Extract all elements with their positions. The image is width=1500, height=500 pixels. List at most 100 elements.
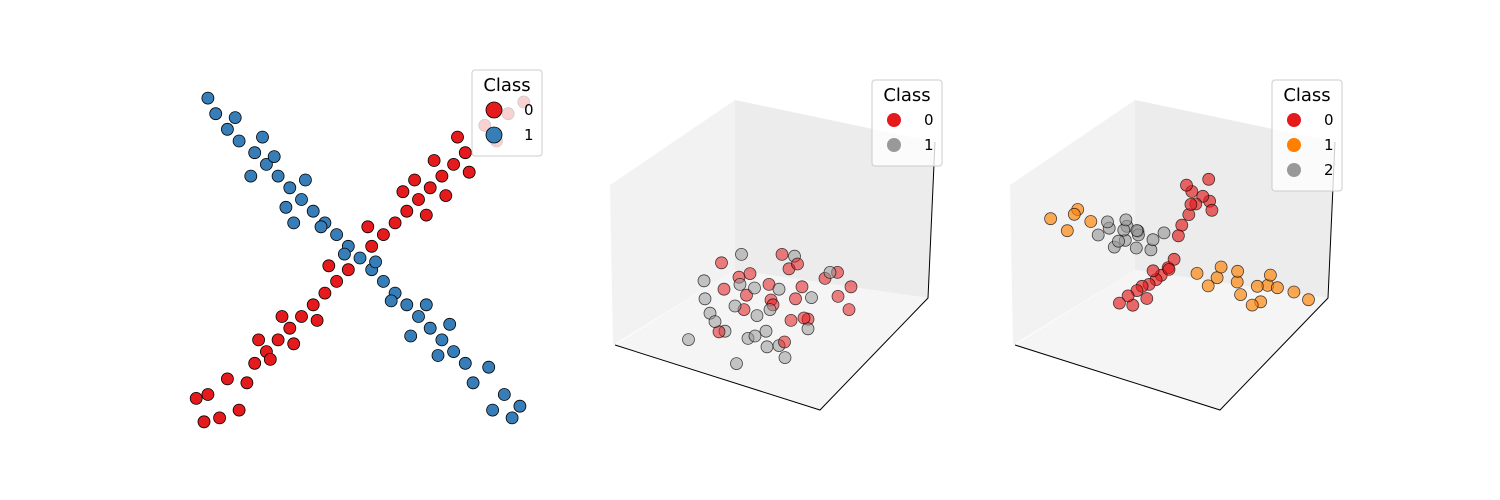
point-class-0-21 [462,165,476,179]
point-class-0-1 [447,157,461,171]
point-class-2-12 [1101,215,1114,229]
point-class-0-15 [271,333,285,347]
point-class-1-20 [735,247,748,261]
point-class-0-37 [310,313,324,327]
point-class-1-42 [404,329,418,343]
point-class-1-39 [369,255,383,269]
point-class-1-15 [1245,298,1259,312]
point-class-0-41 [451,130,464,144]
point-class-0-4 [1184,197,1198,211]
legend-label-2: 2 [1324,161,1334,179]
legend: Class 0 1 2 [1271,79,1343,192]
point-class-1-7 [330,228,344,242]
point-class-0-3 [423,181,437,195]
point-class-0-6 [388,216,402,230]
point-class-1-1 [259,157,273,171]
point-class-1-24 [267,150,281,164]
point-class-1-0 [750,309,764,323]
series-1 [201,91,527,425]
legend-label-1: 1 [524,126,534,144]
point-class-2-6 [1129,241,1143,255]
point-class-1-2 [728,299,742,313]
point-class-1-10 [1084,215,1098,228]
point-class-2-5 [1119,213,1133,227]
point-class-0-19 [842,303,856,317]
point-class-0-0 [458,146,472,160]
point-class-0-7 [1180,178,1193,192]
point-class-1-20 [209,107,223,121]
point-class-0-20 [740,288,753,302]
point-class-1-15 [423,321,437,335]
point-class-1-6 [1231,264,1244,278]
point-class-1-9 [698,292,712,306]
point-class-1-38 [337,247,351,261]
point-class-1-36 [486,403,500,417]
point-class-0-33 [197,415,211,429]
point-class-1-13 [400,298,414,312]
points [682,247,858,371]
legend-label-0: 0 [924,111,934,129]
legend-label-1: 1 [1324,136,1334,154]
point-class-1-17 [447,345,461,359]
point-class-0-10 [330,274,344,288]
point-class-1-23 [244,169,258,183]
point-class-0-38 [322,259,336,273]
point-class-1-16 [697,274,711,288]
point-class-1-8 [1287,285,1301,299]
point-class-1-3 [1250,279,1264,293]
point-class-0-29 [287,337,301,351]
point-class-0-22 [715,256,728,270]
point-class-0-36 [396,185,410,199]
legend-marker-0 [887,113,901,127]
point-class-1-17 [778,351,792,365]
point-class-0-6 [1205,203,1219,217]
point-class-1-5 [1234,288,1247,302]
point-class-0-1 [795,280,809,294]
point-class-0-8 [365,239,379,253]
point-class-1-18 [1201,279,1215,293]
point-class-0-13 [295,310,308,323]
point-class-0-0 [1175,218,1189,232]
point-class-1-7 [763,303,777,317]
legend-label-0: 0 [524,101,534,119]
point-class-0-7 [797,311,811,325]
legend-label-0: 0 [1324,111,1334,129]
point-class-0-20 [1113,296,1126,310]
point-class-1-2 [271,169,285,183]
point-class-1-8 [801,322,815,336]
point-class-0-17 [248,356,262,370]
point-class-1-35 [505,411,519,425]
point-class-1-3 [759,324,773,338]
scatter-panel-3d-two-class: Class 0 1 [610,79,943,411]
legend-marker-2 [1287,163,1301,177]
legend-marker-1 [1287,138,1301,152]
point-class-1-13 [748,329,762,343]
point-class-0-34 [213,411,227,425]
point-class-0-31 [408,173,422,187]
point-class-0-11 [318,286,332,300]
point-class-1-25 [279,200,293,214]
point-class-1-33 [497,388,511,401]
point-class-0-9 [341,263,355,277]
point-class-1-43 [287,216,301,230]
legend: Class 0 1 [471,69,543,157]
point-class-1-16 [435,333,449,347]
point-class-2-15 [1157,226,1171,240]
point-class-1-11 [376,274,390,288]
point-class-1-21 [220,122,234,136]
point-class-0-12 [775,247,789,261]
point-class-0-40 [275,310,289,323]
point-class-2-7 [1091,228,1105,242]
point-class-1-30 [431,349,445,362]
point-class-1-22 [805,291,818,305]
legend-frame [1271,79,1343,192]
scatter-panel-2d: Class 0 1 [189,69,543,429]
point-class-1-19 [201,91,215,105]
point-class-1-14 [1302,293,1315,307]
point-class-0-39 [361,220,375,234]
point-class-1-29 [419,298,433,312]
point-class-1-37 [256,130,269,144]
point-class-0-25 [201,388,215,401]
legend-marker-0 [485,101,503,119]
point-class-1-32 [482,360,496,374]
